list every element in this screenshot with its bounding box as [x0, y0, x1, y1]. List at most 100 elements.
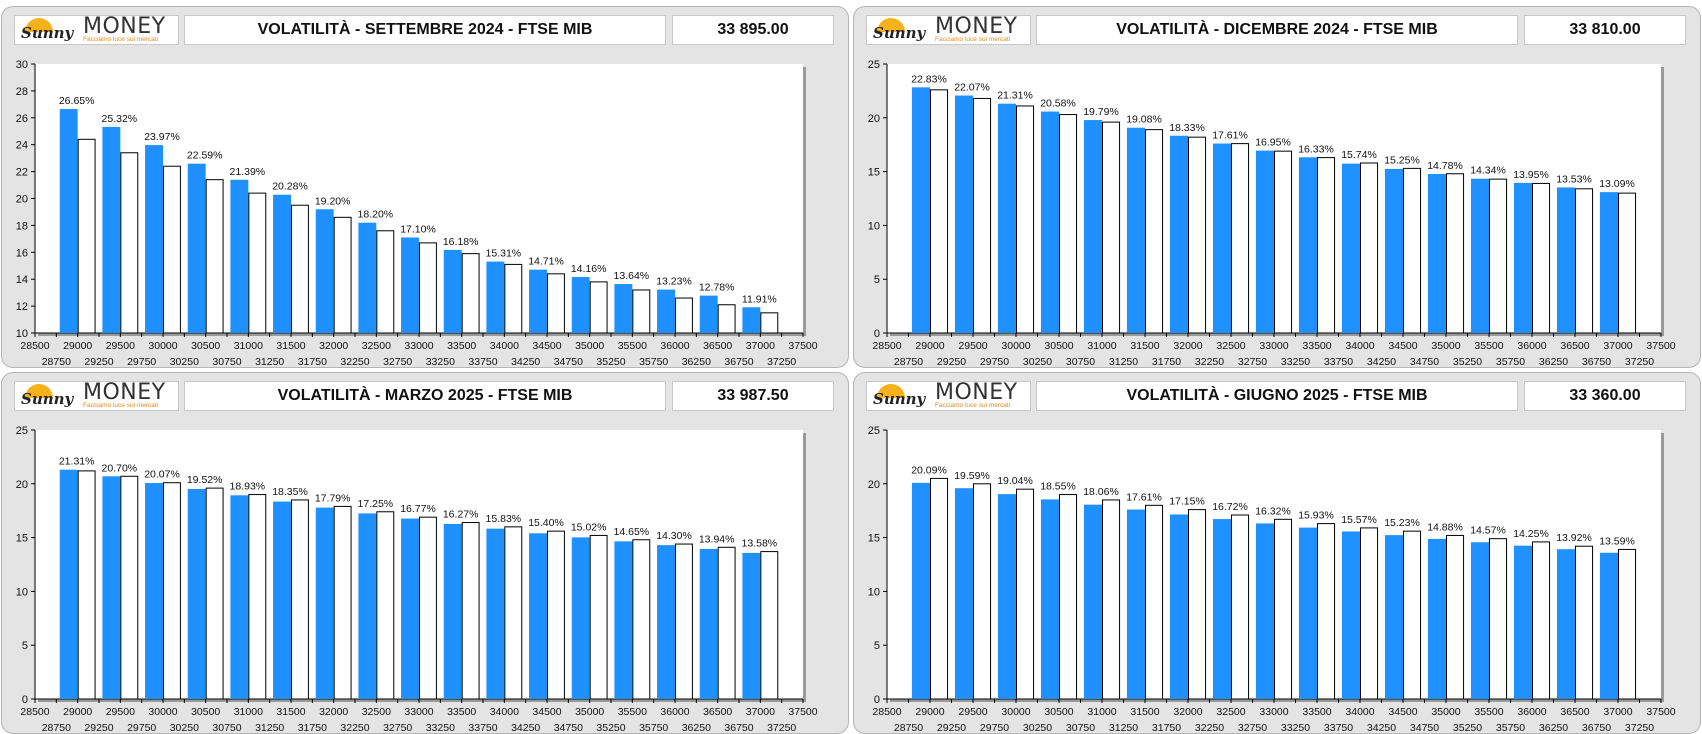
x-tick-label: 29250: [937, 356, 966, 367]
x-tick-label: 32250: [340, 722, 369, 733]
y-tick-label: 25: [16, 425, 28, 437]
x-tick-label: 37000: [1603, 340, 1632, 352]
volatility-bar-secondary: [419, 242, 437, 334]
volatility-bar-primary: [401, 237, 419, 333]
x-tick-label: 36000: [1517, 340, 1546, 352]
volatility-bar-secondary: [675, 543, 693, 700]
sunny-money-logo: Sunny MONEY Facciamo luce sui mercati: [14, 381, 179, 411]
chart-title: VOLATILITÀ - MARZO 2025 - FTSE MIB: [184, 381, 666, 411]
x-tick-label: 33000: [1259, 340, 1288, 352]
volatility-bar-primary: [1212, 519, 1231, 699]
volatility-bar-secondary: [205, 179, 224, 334]
volatility-bar-primary: [443, 523, 462, 699]
volatility-bar-primary: [911, 482, 930, 699]
x-tick-label: 29000: [915, 706, 944, 718]
data-label: 14.16%: [571, 263, 607, 275]
x-tick-label: 34250: [1367, 356, 1396, 367]
volatility-bar-secondary: [1145, 129, 1164, 334]
volatility-bar-secondary: [1403, 167, 1422, 334]
volatility-chart: 0 5 10 15 20 25 28500 29000 29500 30000 30500 31000…: [16, 425, 818, 733]
data-label: 17.61%: [1126, 491, 1162, 503]
logo-script-text: Sunny: [21, 390, 75, 408]
y-tick-label: 15: [868, 533, 880, 545]
x-tick-label: 36750: [1582, 722, 1611, 733]
volatility-bar-primary: [1384, 168, 1403, 333]
x-tick-label: 31000: [1087, 706, 1116, 718]
volatility-bar-secondary: [1188, 136, 1207, 334]
x-tick-label: 34000: [490, 340, 519, 352]
data-label: 26.65%: [59, 95, 95, 107]
volatility-bar-primary: [1040, 111, 1059, 333]
x-tick-label: 29000: [63, 706, 92, 718]
x-tick-label: 32250: [1195, 356, 1224, 367]
x-tick-label: 28500: [20, 706, 49, 718]
x-tick-label: 37250: [1625, 722, 1654, 733]
volatility-bar-primary: [1470, 178, 1489, 333]
y-tick-label: 14: [16, 274, 28, 286]
volatility-bar-primary: [273, 501, 291, 699]
data-label: 19.08%: [1126, 114, 1162, 126]
logo-script-text: Sunny: [21, 24, 75, 42]
volatility-bar-primary: [1169, 135, 1188, 333]
x-tick-label: 36250: [1539, 722, 1568, 733]
logo-tagline: Facciamo luce sui mercati: [935, 36, 1011, 43]
data-label: 14.30%: [656, 530, 692, 542]
x-tick-label: 29250: [84, 722, 113, 733]
y-tick-label: 30: [16, 59, 28, 71]
data-label: 23.97%: [144, 131, 180, 143]
volatility-bar-secondary: [1618, 548, 1637, 700]
data-label: 17.15%: [1169, 496, 1205, 508]
x-tick-label: 32250: [1195, 722, 1224, 733]
x-tick-label: 37500: [788, 340, 817, 352]
volatility-bar-primary: [230, 495, 249, 699]
data-label: 11.91%: [742, 293, 777, 305]
x-tick-label: 34500: [532, 706, 561, 718]
x-tick-label: 36500: [1560, 340, 1589, 352]
volatility-bar-primary: [1384, 535, 1403, 699]
volatility-bar-secondary: [930, 477, 949, 700]
volatility-bar-secondary: [77, 138, 96, 334]
volatility-bar-secondary: [1059, 114, 1078, 334]
x-tick-label: 32000: [319, 706, 348, 718]
x-tick-label: 37250: [767, 356, 796, 367]
volatility-bar-primary: [1427, 173, 1446, 333]
data-label: 13.09%: [1599, 178, 1635, 190]
x-tick-label: 29250: [84, 356, 113, 367]
x-tick-label: 29000: [63, 340, 92, 352]
y-tick-label: 25: [868, 425, 880, 437]
sunny-money-logo: Sunny MONEY Facciamo luce sui mercati: [866, 15, 1031, 45]
data-label: 19.20%: [315, 195, 351, 207]
volatility-bar-primary: [102, 126, 121, 333]
x-tick-label: 36750: [724, 356, 753, 367]
x-tick-label: 33000: [404, 340, 433, 352]
x-tick-label: 31250: [1109, 356, 1138, 367]
y-tick-label: 0: [874, 694, 880, 706]
volatility-bar-secondary: [1188, 509, 1207, 700]
volatility-bar-primary: [315, 209, 334, 333]
volatility-bar-secondary: [760, 551, 779, 700]
x-tick-label: 37500: [788, 706, 817, 718]
volatility-bar-secondary: [419, 516, 437, 700]
volatility-bar-secondary: [248, 192, 267, 334]
y-tick-label: 15: [16, 533, 28, 545]
volatility-bar-secondary: [973, 483, 992, 700]
x-tick-label: 30250: [170, 356, 199, 367]
data-label: 13.94%: [699, 533, 735, 545]
x-tick-label: 30500: [1044, 706, 1073, 718]
volatility-bar-primary: [657, 289, 675, 333]
data-label: 15.40%: [528, 517, 564, 529]
x-tick-label: 36000: [660, 706, 689, 718]
volatility-bar-secondary: [504, 263, 523, 334]
x-tick-label: 29750: [127, 722, 156, 733]
volatility-bar-primary: [657, 545, 675, 699]
volatility-bar-primary: [571, 537, 590, 699]
data-label: 13.95%: [1513, 169, 1549, 181]
data-label: 18.33%: [1169, 122, 1205, 134]
data-label: 14.88%: [1427, 521, 1463, 533]
y-tick-label: 15: [868, 167, 880, 179]
volatility-bar-primary: [742, 307, 761, 333]
x-tick-label: 30250: [170, 722, 199, 733]
data-label: 17.10%: [400, 224, 436, 236]
x-tick-label: 32750: [1238, 356, 1267, 367]
volatility-bar-primary: [1556, 549, 1575, 699]
